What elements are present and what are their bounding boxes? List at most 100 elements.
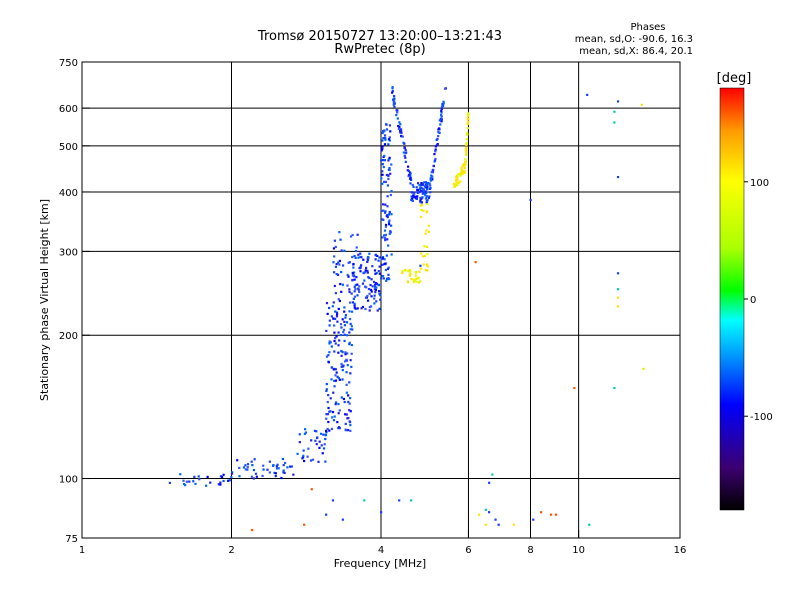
O-point bbox=[209, 481, 212, 484]
O-point bbox=[379, 294, 382, 297]
X-point bbox=[465, 150, 468, 153]
O-point bbox=[388, 168, 391, 172]
X-point bbox=[455, 179, 458, 182]
O-point bbox=[380, 277, 383, 280]
O-point bbox=[435, 144, 439, 147]
O-point bbox=[328, 340, 331, 343]
X-point bbox=[424, 268, 427, 272]
X-point bbox=[418, 281, 421, 284]
X-point bbox=[420, 203, 423, 207]
y-tick-label: 750 bbox=[59, 58, 78, 69]
O-point bbox=[339, 333, 343, 337]
O-point bbox=[442, 102, 445, 105]
O-point bbox=[352, 271, 356, 274]
X-point bbox=[422, 255, 425, 258]
O-point bbox=[349, 424, 352, 427]
O-point bbox=[398, 125, 401, 129]
O-point bbox=[315, 443, 318, 446]
O-point bbox=[377, 259, 380, 262]
O-point bbox=[325, 431, 328, 434]
O-point bbox=[338, 409, 341, 412]
O-point bbox=[344, 316, 347, 319]
O-point bbox=[343, 310, 346, 313]
O-point bbox=[388, 223, 391, 226]
O-point bbox=[244, 464, 247, 467]
X-point bbox=[461, 173, 464, 176]
O-point bbox=[351, 273, 355, 276]
O-point bbox=[369, 288, 373, 292]
other-point bbox=[310, 488, 313, 491]
other-point bbox=[303, 523, 306, 526]
O-point bbox=[378, 272, 381, 275]
O-point bbox=[421, 182, 424, 185]
X-point bbox=[417, 277, 420, 280]
y-tick-label: 100 bbox=[59, 475, 78, 486]
O-point bbox=[324, 433, 327, 436]
O-point bbox=[188, 480, 191, 483]
O-point bbox=[373, 302, 376, 305]
O-point bbox=[350, 365, 353, 368]
O-point bbox=[337, 298, 340, 301]
O-point bbox=[303, 459, 306, 463]
O-point bbox=[349, 410, 352, 413]
O-point bbox=[357, 256, 360, 259]
O-point bbox=[347, 394, 350, 397]
O-point bbox=[276, 463, 279, 466]
O-point bbox=[322, 433, 325, 436]
O-point bbox=[327, 354, 330, 357]
O-point bbox=[429, 191, 432, 194]
O-point bbox=[292, 473, 295, 476]
O-point bbox=[411, 199, 415, 203]
O-point bbox=[346, 284, 349, 287]
O-point bbox=[363, 279, 366, 282]
O-point bbox=[381, 145, 384, 148]
O-point bbox=[333, 255, 336, 258]
O-point bbox=[353, 295, 357, 298]
O-point bbox=[366, 260, 369, 263]
O-point bbox=[182, 482, 186, 486]
O-point bbox=[428, 195, 431, 198]
O-point bbox=[387, 266, 390, 269]
O-point bbox=[250, 475, 253, 478]
O-point bbox=[357, 288, 360, 291]
O-point bbox=[348, 310, 351, 313]
O-point bbox=[192, 480, 195, 483]
O-point bbox=[386, 267, 390, 270]
O-point bbox=[616, 175, 620, 179]
O-point bbox=[425, 201, 428, 204]
O-point bbox=[345, 371, 348, 374]
O-point bbox=[424, 190, 427, 193]
O-point bbox=[351, 233, 354, 237]
X-point bbox=[425, 211, 428, 214]
O-point bbox=[497, 523, 500, 526]
O-point bbox=[421, 192, 424, 195]
O-point bbox=[344, 353, 347, 356]
O-point bbox=[397, 124, 400, 128]
O-point bbox=[413, 192, 416, 195]
X-point bbox=[414, 271, 417, 274]
O-point bbox=[329, 410, 332, 413]
O-point bbox=[440, 105, 444, 108]
O-point bbox=[436, 142, 439, 146]
X-point bbox=[425, 245, 429, 249]
O-point bbox=[438, 131, 441, 134]
O-point bbox=[251, 464, 254, 467]
X-point bbox=[466, 127, 469, 130]
O-point bbox=[328, 306, 331, 310]
O-point bbox=[362, 258, 365, 261]
O-point bbox=[272, 464, 275, 467]
O-point bbox=[325, 388, 328, 391]
O-point bbox=[406, 169, 409, 172]
O-point bbox=[488, 511, 491, 514]
X-point bbox=[616, 305, 620, 308]
X-point bbox=[420, 215, 423, 219]
O-point bbox=[384, 239, 387, 242]
O-point bbox=[384, 262, 387, 265]
O-point bbox=[431, 171, 435, 174]
O-point bbox=[361, 305, 365, 309]
O-point bbox=[425, 183, 428, 186]
O-point bbox=[382, 130, 385, 133]
O-point bbox=[337, 412, 340, 415]
O-point bbox=[378, 290, 381, 293]
O-point bbox=[438, 119, 441, 122]
